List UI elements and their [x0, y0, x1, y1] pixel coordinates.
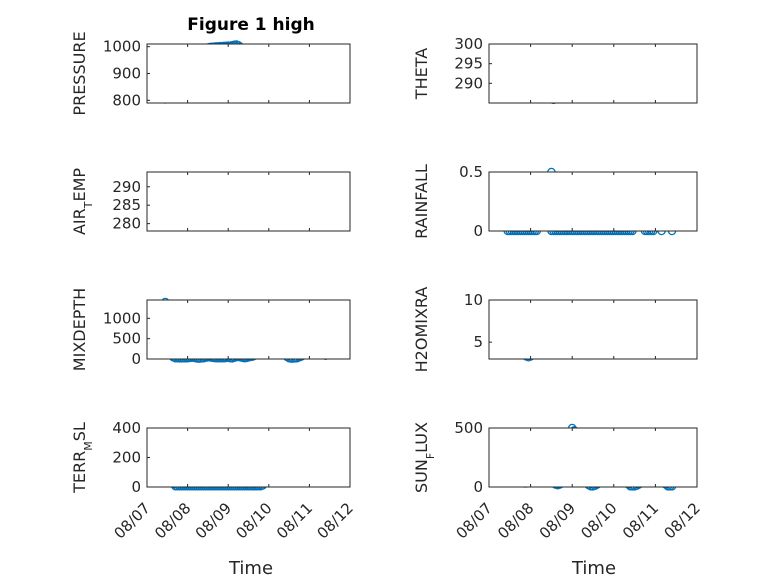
y-axis-label-part: RAINFALL [412, 164, 431, 239]
y-tick-label: 900 [112, 65, 141, 83]
y-tick-label: 0 [131, 350, 141, 368]
axes-frame [146, 299, 351, 360]
x-tick-label: 08/09 [536, 499, 579, 542]
y-tick-label: 295 [454, 55, 483, 73]
y-tick-label: 285 [112, 196, 141, 214]
y-tick-label: 500 [112, 330, 141, 348]
x-tick-label: 08/12 [314, 499, 357, 542]
y-axis-label: AIRTEMP [70, 168, 95, 235]
subplot-1: 800 900 1000 PRESSURE [70, 31, 351, 116]
y-tick-label: 5 [473, 333, 483, 351]
axes-frame [488, 427, 698, 488]
axes-frame [488, 43, 698, 104]
y-tick-label: 800 [112, 91, 141, 109]
y-axis-label: TERRMSL [70, 422, 95, 494]
x-axis-label-right: Time [571, 558, 616, 579]
y-axis-label-part: SL [70, 422, 89, 441]
y-axis-label-part: F [424, 453, 437, 459]
x-tick-label: 08/12 [661, 499, 704, 542]
y-tick-label: 300 [454, 35, 483, 53]
y-axis-label: MIXDEPTH [70, 288, 89, 371]
y-tick-label: 280 [112, 215, 141, 233]
x-tick-label: 08/08 [151, 499, 194, 542]
y-axis-label-part: SUN [412, 459, 431, 493]
x-tick-label: 08/11 [273, 499, 316, 542]
axes-frame [488, 171, 698, 232]
y-axis-label: RAINFALL [412, 164, 431, 239]
x-tick-label: 08/07 [111, 499, 154, 542]
y-tick-label: 0 [473, 478, 483, 496]
x-axis-label-left: Time [228, 558, 273, 579]
y-axis-label-part: M [82, 441, 95, 451]
y-tick-label: 0 [131, 478, 141, 496]
axes-frame [146, 427, 351, 488]
y-axis-label-part: TERR [70, 451, 89, 494]
y-tick-label: 500 [454, 419, 483, 437]
y-axis-label: THETA [412, 48, 431, 100]
figure-title: Figure 1 high [187, 15, 315, 35]
x-tick-label: 08/09 [192, 499, 235, 542]
y-axis-label-part: THETA [412, 48, 431, 100]
y-tick-label: 290 [454, 74, 483, 92]
y-tick-label: 1000 [103, 38, 141, 56]
axes-frame [146, 171, 351, 232]
y-tick-label: 400 [112, 419, 141, 437]
y-axis-label-part: EMP [70, 168, 89, 202]
y-tick-label: 0 [473, 222, 483, 240]
y-tick-label: 1000 [103, 309, 141, 327]
y-axis-label-part: AIR [70, 208, 89, 235]
x-tick-label: 08/07 [453, 499, 496, 542]
y-tick-label: 10 [464, 291, 483, 309]
y-tick-label: 0.5 [459, 163, 483, 181]
x-tick-label: 08/08 [494, 499, 537, 542]
x-tick-label: 08/10 [232, 499, 275, 542]
x-tick-label: 08/10 [577, 499, 620, 542]
y-axis-label-part: T [82, 201, 95, 209]
subplot-4: 0 0.5 RAINFALL [412, 163, 698, 240]
x-tick-label: 08/11 [619, 499, 662, 542]
subplot-5: 0 500 1000 MIXDEPTH [70, 288, 351, 371]
y-axis-label: SUNFLUX [412, 422, 437, 493]
axes-frame [146, 43, 351, 104]
y-tick-label: 290 [112, 178, 141, 196]
subplot-6: 5 10 H2OMIXRA [412, 287, 698, 373]
y-axis-label: H2OMIXRA [412, 287, 431, 373]
y-axis-label-part: H2OMIXRA [412, 287, 431, 373]
y-axis-label-part: PRESSURE [70, 31, 89, 115]
axes-frame [488, 299, 698, 360]
y-axis-label: PRESSURE [70, 31, 89, 115]
y-tick-label: 200 [112, 449, 141, 467]
y-axis-label-part: LUX [412, 422, 431, 453]
y-axis-label-part: MIXDEPTH [70, 288, 89, 371]
